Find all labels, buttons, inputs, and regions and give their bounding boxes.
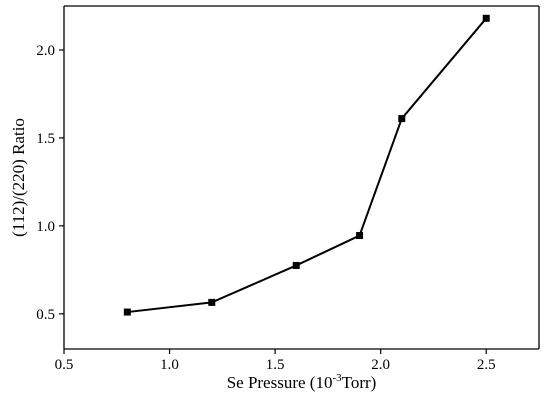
data-point-marker [208,298,216,306]
y-tick-label: 1.5 [36,131,55,147]
x-tick-label: 1.0 [160,357,179,373]
x-axis-title-main: Se Pressure (10 [227,373,333,392]
x-tick-label: 0.5 [55,357,74,373]
series-line [127,17,487,314]
y-ticks: 0.5 1.0 1.5 2.0 [36,43,64,323]
series-layer [123,14,490,316]
x-tick-label: 1.5 [266,357,285,373]
data-point-marker [482,14,490,22]
y-tick-label: 0.5 [36,307,55,323]
x-tick-label: 2.0 [371,357,390,373]
data-point-marker [398,115,406,123]
x-tick-label: 2.5 [477,357,496,373]
y-tick-label: 2.0 [36,43,55,59]
x-axis-title-superscript: -3 [332,372,342,384]
data-point-marker [292,261,300,269]
axes [63,5,540,350]
x-ticks: 0.5 1.0 1.5 2.0 2.5 [55,349,496,373]
y-axis-title: (112)/(220) Ratio [9,118,28,237]
data-point-marker [356,232,364,240]
x-axis-title-tail: Torr) [342,373,377,392]
y-tick-label: 1.0 [36,219,55,235]
data-point-marker [123,308,131,316]
x-axis-title: Se Pressure (10-3Torr) [227,372,377,392]
